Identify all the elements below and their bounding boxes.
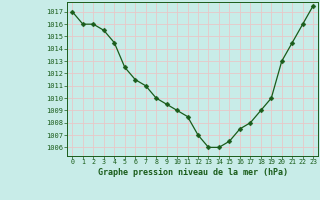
X-axis label: Graphe pression niveau de la mer (hPa): Graphe pression niveau de la mer (hPa) [98, 168, 288, 177]
